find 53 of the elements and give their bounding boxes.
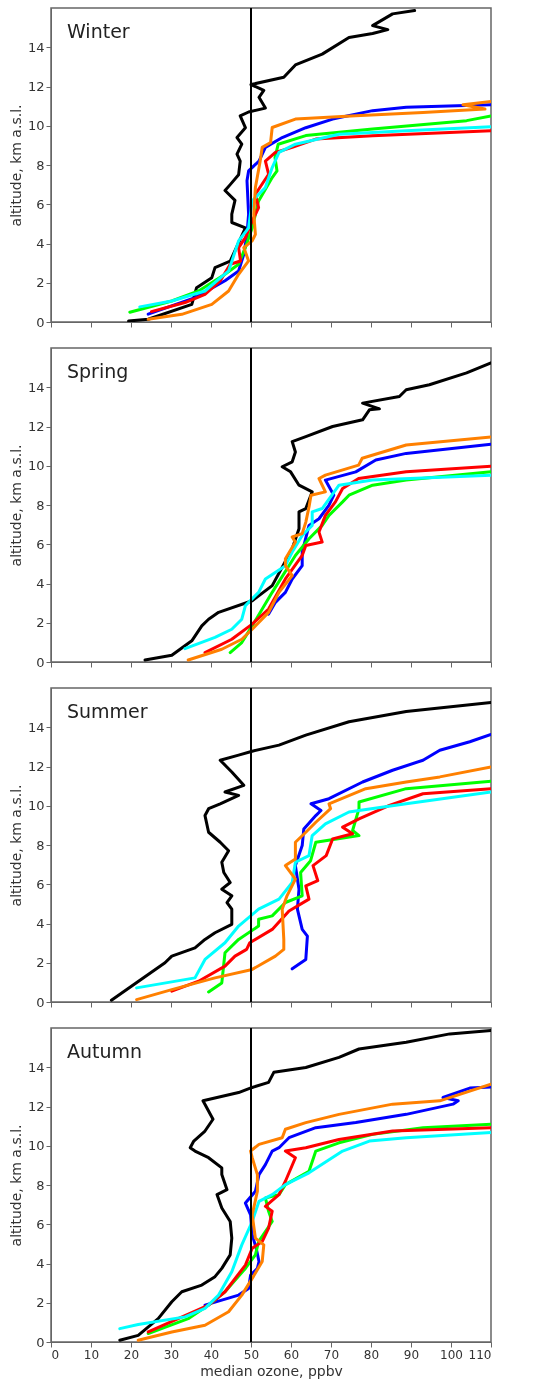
x-tick-label: 70 — [323, 1347, 340, 1362]
y-tick-label: 14 — [27, 379, 45, 395]
x-tick-label: 20 — [123, 1347, 140, 1362]
y-tick-label: 10 — [27, 458, 45, 474]
y-tick-label: 2 — [36, 615, 45, 631]
y-tick-label: 12 — [27, 419, 45, 434]
y-tick-label: 8 — [36, 497, 45, 513]
y-tick-label: 0 — [36, 654, 45, 670]
y-tick-label: 0 — [36, 1334, 45, 1350]
x-tick-label: 10 — [83, 1347, 100, 1362]
y-tick-label: 6 — [36, 876, 45, 892]
y-tick-label: 6 — [36, 536, 45, 552]
x-tick-label: 30 — [163, 1347, 180, 1362]
text: Spring — [67, 360, 129, 382]
y-axis-title: altitude, km a.s.l. — [7, 1124, 24, 1247]
text: Summer — [67, 700, 148, 722]
y-tick-label: 12 — [27, 79, 45, 94]
x-tick-label: 60 — [283, 1347, 300, 1362]
y-tick-label: 12 — [27, 759, 45, 774]
y-tick-label: 12 — [27, 1099, 45, 1114]
y-tick-label: 8 — [36, 157, 45, 173]
y-tick-label: 4 — [36, 916, 45, 931]
y-tick-label: 4 — [36, 1256, 45, 1271]
x-axis-title: median ozone, ppbv — [200, 1362, 343, 1379]
x-tick-label: 0 — [51, 1347, 60, 1362]
y-tick-label: 14 — [27, 719, 45, 735]
text: Winter — [67, 20, 130, 42]
y-axis-title: altitude, km a.s.l. — [7, 784, 24, 907]
y-tick-label: 0 — [36, 314, 45, 330]
y-tick-label: 8 — [36, 1177, 45, 1193]
y-tick-label: 4 — [36, 236, 45, 251]
x-tick-label: 80 — [363, 1347, 380, 1362]
y-tick-label: 14 — [27, 39, 45, 55]
y-tick-label: 10 — [27, 118, 45, 134]
x-tick-label: 50 — [243, 1347, 260, 1362]
y-tick-label: 6 — [36, 1216, 45, 1232]
x-tick-label: 40 — [203, 1347, 220, 1362]
y-axis-title: altitude, km a.s.l. — [7, 444, 24, 567]
y-tick-label: 2 — [36, 955, 45, 971]
y-tick-label: 10 — [27, 798, 45, 814]
y-tick-label: 8 — [36, 837, 45, 853]
y-tick-label: 14 — [27, 1059, 45, 1075]
x-tick-label: 100 — [440, 1347, 463, 1362]
y-tick-label: 2 — [36, 275, 45, 291]
x-tick-label: 90 — [403, 1347, 420, 1362]
y-tick-label: 10 — [27, 1138, 45, 1154]
text: Autumn — [67, 1040, 143, 1062]
y-axis-title: altitude, km a.s.l. — [7, 104, 24, 227]
x-tick-label: 110 — [468, 1347, 492, 1362]
y-tick-label: 2 — [36, 1295, 45, 1311]
y-tick-label: 4 — [36, 576, 45, 591]
y-tick-label: 0 — [36, 994, 45, 1010]
y-tick-label: 6 — [36, 196, 45, 212]
